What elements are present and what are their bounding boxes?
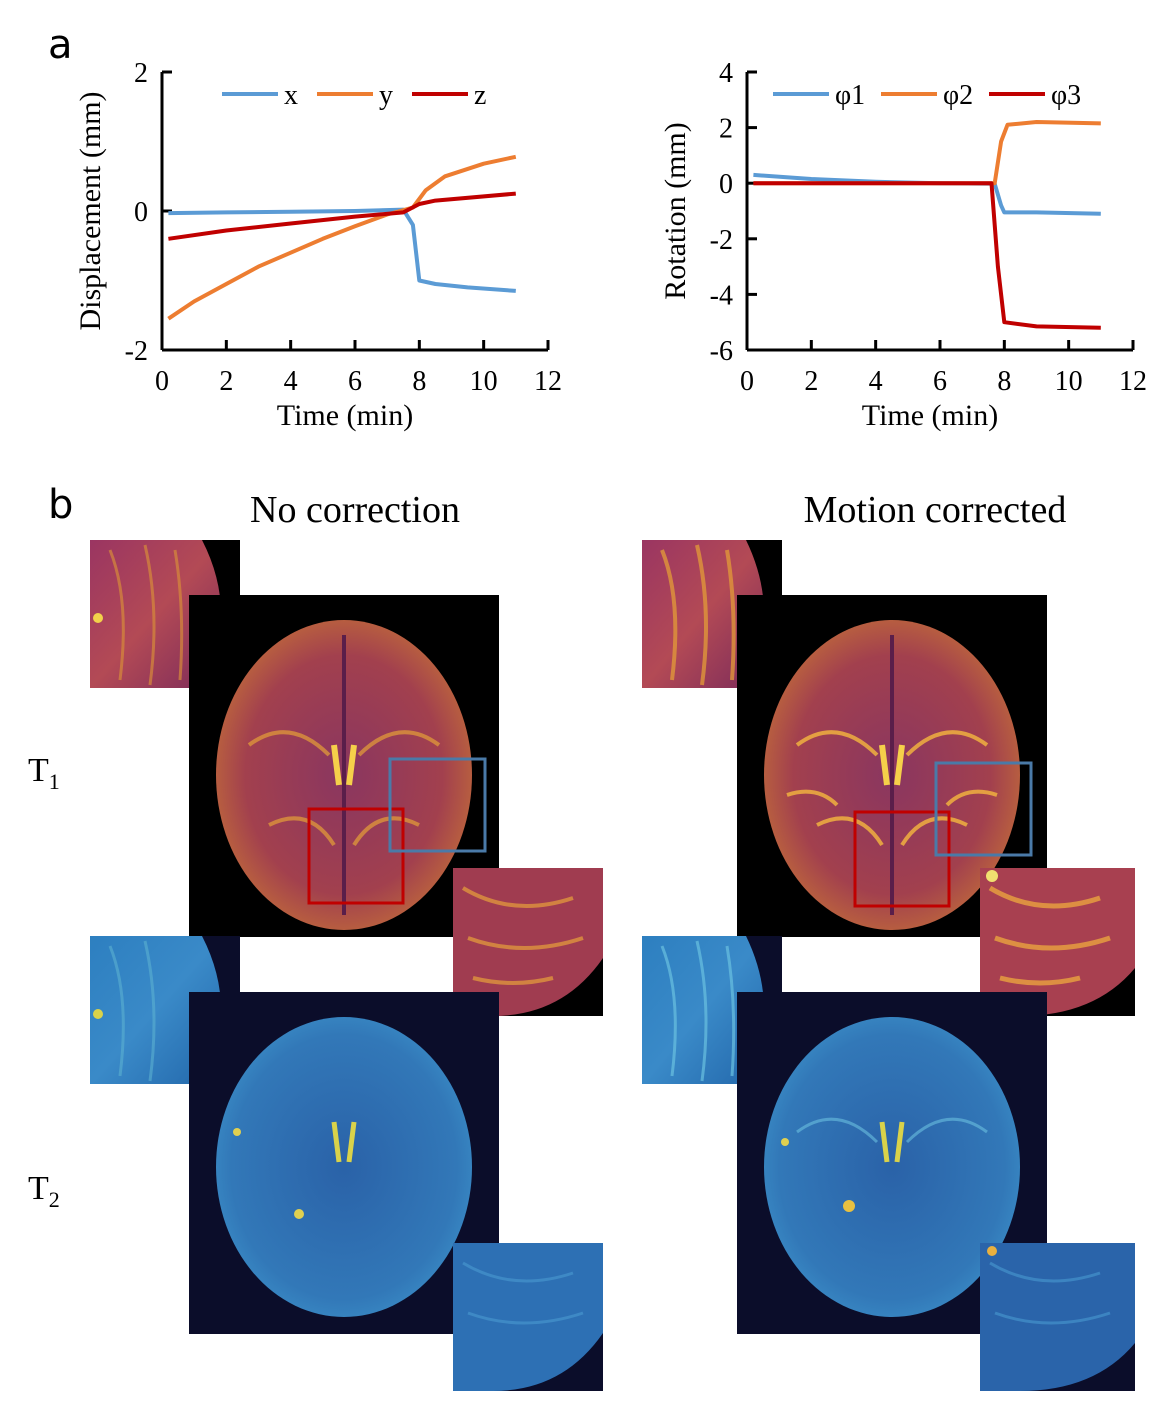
t1-nocorr-roi-blue — [388, 757, 487, 853]
t1-corr-roi-blue — [934, 761, 1033, 857]
chart0-x-tick-label: 0 — [155, 366, 169, 397]
panel-label-b: b — [48, 482, 74, 528]
t2-nocorr-brain — [189, 992, 499, 1334]
chart1-y-tick-label: 4 — [719, 58, 733, 89]
chart0-x-tick-label: 6 — [348, 366, 362, 397]
row-label-t1-base: T — [28, 752, 49, 789]
chart0-y-tick-label: 2 — [134, 58, 148, 89]
chart1-x-tick-label: 0 — [740, 366, 754, 397]
chart0-series-line-2 — [168, 191, 516, 241]
row-label-t2-sub: 2 — [48, 1186, 60, 1212]
t1-corr-zoom-right — [980, 868, 1135, 1016]
chart0-x-tick-label: 4 — [284, 366, 298, 397]
chart1-y-tick-label: -6 — [710, 336, 733, 367]
chart0-x-tick-label: 10 — [470, 366, 498, 397]
chart1-y-axis-label: Rotation (mm) — [659, 122, 692, 299]
chart0-legend-label-1: y — [379, 80, 393, 111]
chart0-y-axis-label: Displacement (mm) — [74, 91, 107, 330]
chart1-y-tick-label: -2 — [710, 225, 733, 256]
chart1-legend-label-2: φ3 — [1051, 80, 1081, 111]
column-title-motion-corrected: Motion corrected — [803, 489, 1067, 531]
chart0-y-tick-label: 0 — [134, 197, 148, 228]
t1-nocorr-roi-red — [307, 807, 405, 905]
chart1-x-tick-label: 6 — [933, 366, 947, 397]
t1-corr-brain — [737, 595, 1047, 937]
chart1-x-tick-label: 8 — [997, 366, 1011, 397]
chart1-series-line-1 — [753, 120, 1101, 186]
panel-label-a: a — [48, 22, 73, 68]
chart1-x-tick-label: 4 — [869, 366, 883, 397]
chart1-y-tick-label: -4 — [710, 280, 733, 311]
chart1-legend-label-1: φ2 — [943, 80, 973, 111]
chart0-legend-label-0: x — [284, 80, 298, 111]
chart0-x-tick-label: 8 — [412, 366, 426, 397]
t1-nocorr-zoom-right — [453, 868, 603, 1016]
chart0-y-tick-label: -2 — [125, 336, 148, 367]
chart0-legend-label-2: z — [474, 80, 486, 111]
t1-corr-roi-red — [853, 810, 951, 908]
chart1-x-tick-label: 12 — [1119, 366, 1147, 397]
chart0-series-line-1 — [167, 154, 517, 321]
chart1-y-tick-label: 2 — [719, 114, 733, 145]
row-label-t1: T1 — [28, 752, 60, 795]
chart0-x-tick-label: 12 — [534, 366, 562, 397]
chart1-series-line-2 — [753, 181, 1101, 330]
row-label-t2: T2 — [28, 1170, 60, 1213]
chart0-x-axis-label: Time (min) — [277, 399, 413, 432]
row-label-t1-sub: 1 — [48, 768, 60, 794]
chart1-x-tick-label: 10 — [1055, 366, 1083, 397]
column-title-no-correction: No correction — [250, 489, 460, 531]
chart1-legend-label-0: φ1 — [835, 80, 865, 111]
chart1-x-tick-label: 2 — [804, 366, 818, 397]
chart1-series-line-0 — [753, 172, 1101, 216]
chart1-y-tick-label: 0 — [719, 169, 733, 200]
t2-corr-zoom-right — [980, 1243, 1135, 1391]
row-label-t2-base: T — [28, 1170, 49, 1207]
chart0-x-tick-label: 2 — [219, 366, 233, 397]
chart0-series-line-0 — [168, 207, 516, 293]
t1-nocorr-brain — [189, 595, 499, 937]
t2-nocorr-zoom-right — [453, 1243, 603, 1391]
chart1-x-axis-label: Time (min) — [862, 399, 998, 432]
